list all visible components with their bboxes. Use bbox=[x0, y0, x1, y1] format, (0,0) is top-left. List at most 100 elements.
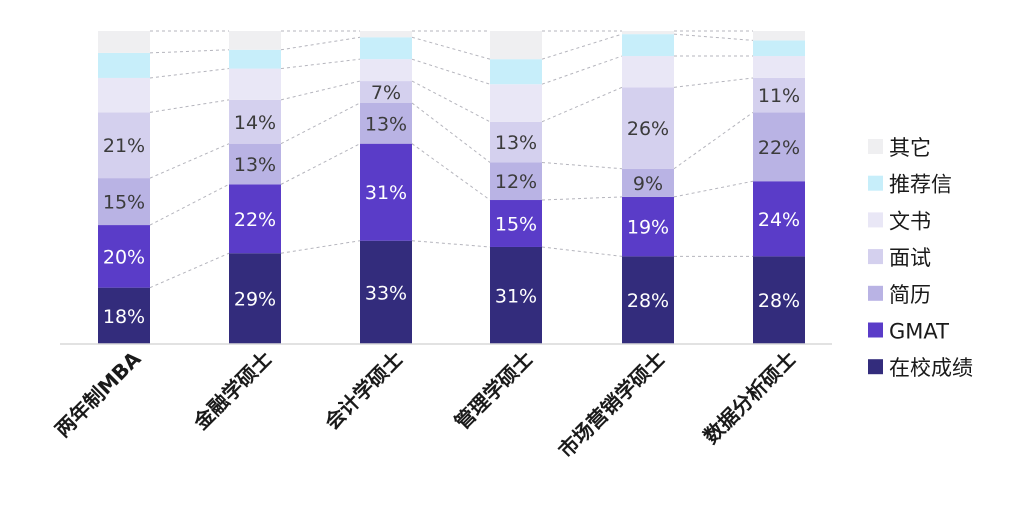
data-label: 24% bbox=[758, 209, 800, 231]
legend-entry: 其它 bbox=[889, 136, 931, 160]
bar-segment-series-4-cat-0 bbox=[98, 77, 150, 113]
bar-segment-series-3-cat-2 bbox=[360, 81, 412, 103]
legend-swatch bbox=[868, 285, 883, 301]
bar-segment-series-4-cat-3 bbox=[490, 84, 542, 122]
connector-line bbox=[541, 55, 623, 85]
bar-segment-series-2-cat-2 bbox=[360, 102, 412, 144]
data-label: 31% bbox=[365, 182, 407, 204]
data-label: 11% bbox=[758, 85, 800, 107]
bars: 18% 29% 33% 31% 28% 28% 20% 22% 31% 15% 19% 24% 15% 1… bbox=[98, 31, 805, 344]
bar-segment-series-5-cat-4 bbox=[622, 34, 674, 57]
data-label: 13% bbox=[495, 132, 537, 154]
legend-swatch bbox=[868, 359, 883, 375]
legend-entry: 在校成绩 bbox=[889, 356, 973, 380]
connector-line bbox=[541, 246, 623, 257]
connector-line bbox=[673, 33, 754, 41]
data-label: 7% bbox=[371, 82, 401, 104]
legend-swatch bbox=[868, 249, 883, 265]
bar-segment-series-2-cat-0 bbox=[98, 178, 150, 226]
bar-segment-series-2-cat-5 bbox=[753, 112, 805, 182]
connector-line bbox=[149, 49, 230, 54]
connector-line bbox=[673, 180, 754, 198]
bar-segment-series-5-cat-5 bbox=[753, 40, 805, 57]
connector-line bbox=[411, 102, 491, 163]
bar-segment-series-3-cat-5 bbox=[753, 77, 805, 113]
data-label: 22% bbox=[758, 137, 800, 159]
connector-line bbox=[280, 80, 361, 101]
legend-swatch bbox=[868, 322, 883, 338]
data-label: 28% bbox=[758, 290, 800, 312]
legend-swatch bbox=[868, 212, 883, 228]
connector-line bbox=[411, 143, 491, 201]
connector-line bbox=[541, 196, 623, 201]
data-label: 9% bbox=[633, 173, 663, 195]
connector-line bbox=[541, 161, 623, 170]
connector-line bbox=[411, 80, 491, 123]
category-labels: 两年制MBA 金融学硕士 会计学硕士 管理学硕士 市场营销学硕士 数据分析硕士 bbox=[50, 346, 800, 462]
data-label: 15% bbox=[103, 192, 145, 214]
data-label: 20% bbox=[103, 246, 145, 268]
category-label: 两年制MBA bbox=[50, 346, 146, 442]
data-label: 13% bbox=[365, 113, 407, 135]
bar-segment-series-2-cat-4 bbox=[622, 168, 674, 197]
connector-line bbox=[149, 252, 230, 289]
connector-line bbox=[280, 58, 361, 70]
bar-segment-series-5-cat-2 bbox=[360, 37, 412, 60]
category-label: 市场营销学硕士 bbox=[554, 347, 670, 463]
category-label: 数据分析硕士 bbox=[699, 347, 801, 449]
connector-line bbox=[280, 143, 361, 185]
data-label: 33% bbox=[365, 282, 407, 304]
category-label: 金融学硕士 bbox=[188, 347, 276, 435]
connector-line bbox=[280, 36, 361, 51]
bar-segment-series-6-cat-5 bbox=[753, 31, 805, 41]
data-label: 13% bbox=[234, 154, 276, 176]
bar-segment-series-4-cat-1 bbox=[229, 68, 281, 100]
bar-segment-series-1-cat-2 bbox=[360, 143, 412, 241]
bar-segment-series-1-cat-1 bbox=[229, 184, 281, 254]
connector-line bbox=[280, 240, 361, 254]
data-label: 21% bbox=[103, 135, 145, 157]
connector-line bbox=[411, 58, 491, 85]
bar-segment-series-0-cat-5 bbox=[753, 256, 805, 344]
bar-segment-series-2-cat-1 bbox=[229, 143, 281, 185]
bar-segment-series-4-cat-2 bbox=[360, 59, 412, 82]
connector-line bbox=[411, 240, 491, 248]
bar-segment-series-5-cat-3 bbox=[490, 59, 542, 85]
legend-swatch bbox=[868, 175, 883, 191]
bar-segment-series-0-cat-4 bbox=[622, 256, 674, 344]
data-label: 29% bbox=[234, 289, 276, 311]
legend-entry: 简历 bbox=[889, 283, 931, 307]
legend-entry: 文书 bbox=[889, 209, 931, 233]
connector-line bbox=[673, 77, 754, 88]
bar-segment-series-1-cat-5 bbox=[753, 181, 805, 257]
bar-segment-series-0-cat-1 bbox=[229, 253, 281, 344]
bar-segment-series-0-cat-3 bbox=[490, 246, 542, 344]
bar-segment-series-6-cat-2 bbox=[360, 31, 412, 38]
bar-segment-series-6-cat-4 bbox=[622, 31, 674, 35]
connector-line bbox=[411, 36, 491, 60]
category-label: 会计学硕士 bbox=[320, 347, 408, 435]
data-label: 15% bbox=[495, 213, 537, 235]
legend-entry: 面试 bbox=[889, 246, 931, 270]
connector-line bbox=[541, 33, 623, 60]
bar-segment-series-4-cat-5 bbox=[753, 56, 805, 78]
legend-entry: 推荐信 bbox=[889, 173, 952, 197]
bar-segment-series-3-cat-0 bbox=[98, 112, 150, 179]
bar-segment-series-0-cat-0 bbox=[98, 287, 150, 344]
connector-line bbox=[149, 143, 230, 179]
data-label: 12% bbox=[495, 171, 537, 193]
bar-segment-series-0-cat-2 bbox=[360, 240, 412, 344]
bar-segment-series-3-cat-1 bbox=[229, 99, 281, 144]
data-label: 26% bbox=[627, 118, 669, 140]
bar-segment-series-5-cat-1 bbox=[229, 49, 281, 69]
bar-segment-series-6-cat-3 bbox=[490, 31, 542, 60]
bar-segment-series-1-cat-0 bbox=[98, 225, 150, 288]
data-label: 19% bbox=[627, 217, 669, 239]
legend-entry: GMAT bbox=[889, 320, 949, 344]
bar-segment-series-6-cat-0 bbox=[98, 31, 150, 53]
bar-segment-series-2-cat-3 bbox=[490, 162, 542, 201]
bar-segment-series-6-cat-1 bbox=[229, 31, 281, 50]
data-label: 18% bbox=[103, 306, 145, 328]
